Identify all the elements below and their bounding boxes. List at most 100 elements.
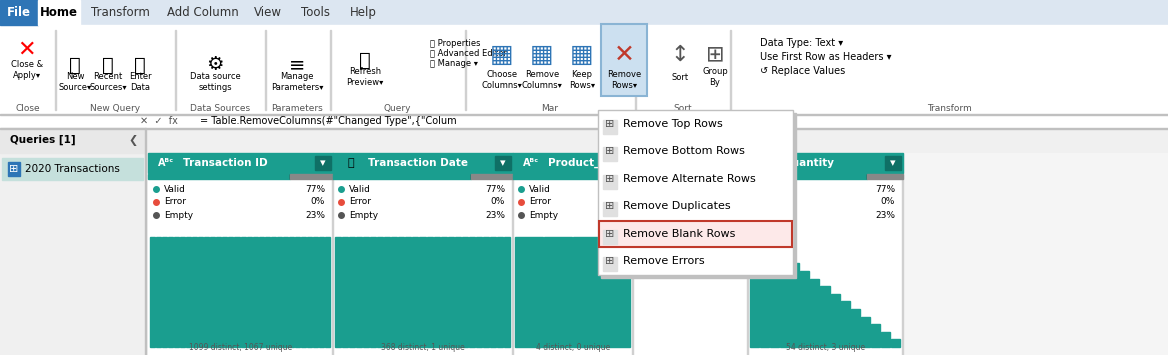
Bar [241,236,245,347]
Bar [811,279,820,347]
Text: Enter
Data: Enter Data [128,72,152,92]
Bar [0,114,1168,115]
Bar [290,174,333,179]
Bar [265,236,270,347]
Bar [148,153,333,173]
Bar [150,236,155,347]
Bar [356,236,362,347]
Text: 77%: 77% [305,185,325,193]
Text: Remove Errors: Remove Errors [623,256,704,266]
Bar [193,236,197,347]
Bar [0,25,1168,115]
Text: Transaction ID: Transaction ID [183,158,267,168]
Bar [770,248,779,347]
Text: Empty: Empty [164,211,193,219]
Bar [277,236,281,347]
Text: Remove Alternate Rows: Remove Alternate Rows [623,174,756,184]
Text: 📋 Properties: 📋 Properties [430,38,480,48]
Text: 368 distinct, 1 unique: 368 distinct, 1 unique [381,343,465,352]
Text: 🔄: 🔄 [359,50,371,70]
Bar [513,153,633,173]
Bar [210,236,215,347]
Text: View: View [253,6,281,19]
Text: ⊞: ⊞ [605,256,614,266]
Text: Error: Error [529,197,551,207]
Text: 23%: 23% [605,211,625,219]
Text: Parameters: Parameters [272,104,324,113]
Bar [440,236,446,347]
Text: Data Type: Text ▾: Data Type: Text ▾ [760,38,843,48]
Bar [157,236,161,347]
Text: Manage
Parameters▾: Manage Parameters▾ [271,72,324,92]
Bar [602,113,797,278]
Bar [199,236,203,347]
Text: ⊞: ⊞ [605,119,614,129]
Bar [39,0,79,25]
Text: ▦: ▦ [491,43,514,67]
Bar [891,339,901,347]
Bar [216,236,222,347]
Text: 2020 Transactions: 2020 Transactions [25,164,120,174]
Text: ⊞: ⊞ [605,174,614,184]
Bar [633,153,748,355]
Text: 54 distinct, 3 unique: 54 distinct, 3 unique [786,343,865,352]
Bar [603,120,617,133]
Text: Remove
Rows▾: Remove Rows▾ [607,70,641,90]
Bar [544,236,572,347]
Bar [335,236,341,347]
Bar [468,236,475,347]
Bar [820,286,829,347]
Bar [841,301,849,347]
Bar [325,236,331,347]
Bar [0,0,39,25]
Bar [603,175,617,189]
Bar [333,153,513,173]
Text: Tools: Tools [301,6,331,19]
Bar [0,128,145,153]
Bar [475,236,482,347]
Bar [433,236,439,347]
Text: ▦: ▦ [530,43,554,67]
Bar [349,236,355,347]
Text: 1099 distinct, 1067 unique: 1099 distinct, 1067 unique [189,343,292,352]
Text: Keep
Rows▾: Keep Rows▾ [569,70,595,90]
Bar [222,236,228,347]
Bar [426,236,432,347]
Text: ↕: ↕ [670,45,689,65]
Text: ▾: ▾ [620,158,626,168]
Text: 23%: 23% [485,211,505,219]
Text: Error: Error [764,197,786,207]
Text: Transform: Transform [91,6,150,19]
Bar [616,156,631,170]
Bar [412,236,418,347]
Bar [573,236,602,347]
Bar [174,236,179,347]
Bar [602,236,630,347]
Text: ⊞: ⊞ [605,201,614,211]
Text: Aᴮᶜ: Aᴮᶜ [158,158,174,168]
Bar [283,236,287,347]
Bar [603,202,617,216]
Bar [377,236,383,347]
Bar [148,174,290,179]
Text: 77%: 77% [875,185,895,193]
Text: ▾: ▾ [500,158,506,168]
Text: 0%: 0% [311,197,325,207]
Bar [168,236,173,347]
Text: 0%: 0% [611,197,625,207]
Text: Refresh
Preview▾: Refresh Preview▾ [347,67,383,87]
Bar [515,236,543,347]
Text: Valid: Valid [764,185,786,193]
Bar [204,236,209,347]
Bar [850,309,860,347]
Bar [454,236,460,347]
Bar [288,236,294,347]
Text: ▦: ▦ [610,43,634,67]
Text: 77%: 77% [485,185,505,193]
Text: ✕: ✕ [18,40,36,60]
Text: Valid: Valid [529,185,551,193]
Text: ✕: ✕ [613,43,634,67]
Text: 0%: 0% [881,197,895,207]
Bar [307,236,312,347]
Bar [603,229,617,244]
